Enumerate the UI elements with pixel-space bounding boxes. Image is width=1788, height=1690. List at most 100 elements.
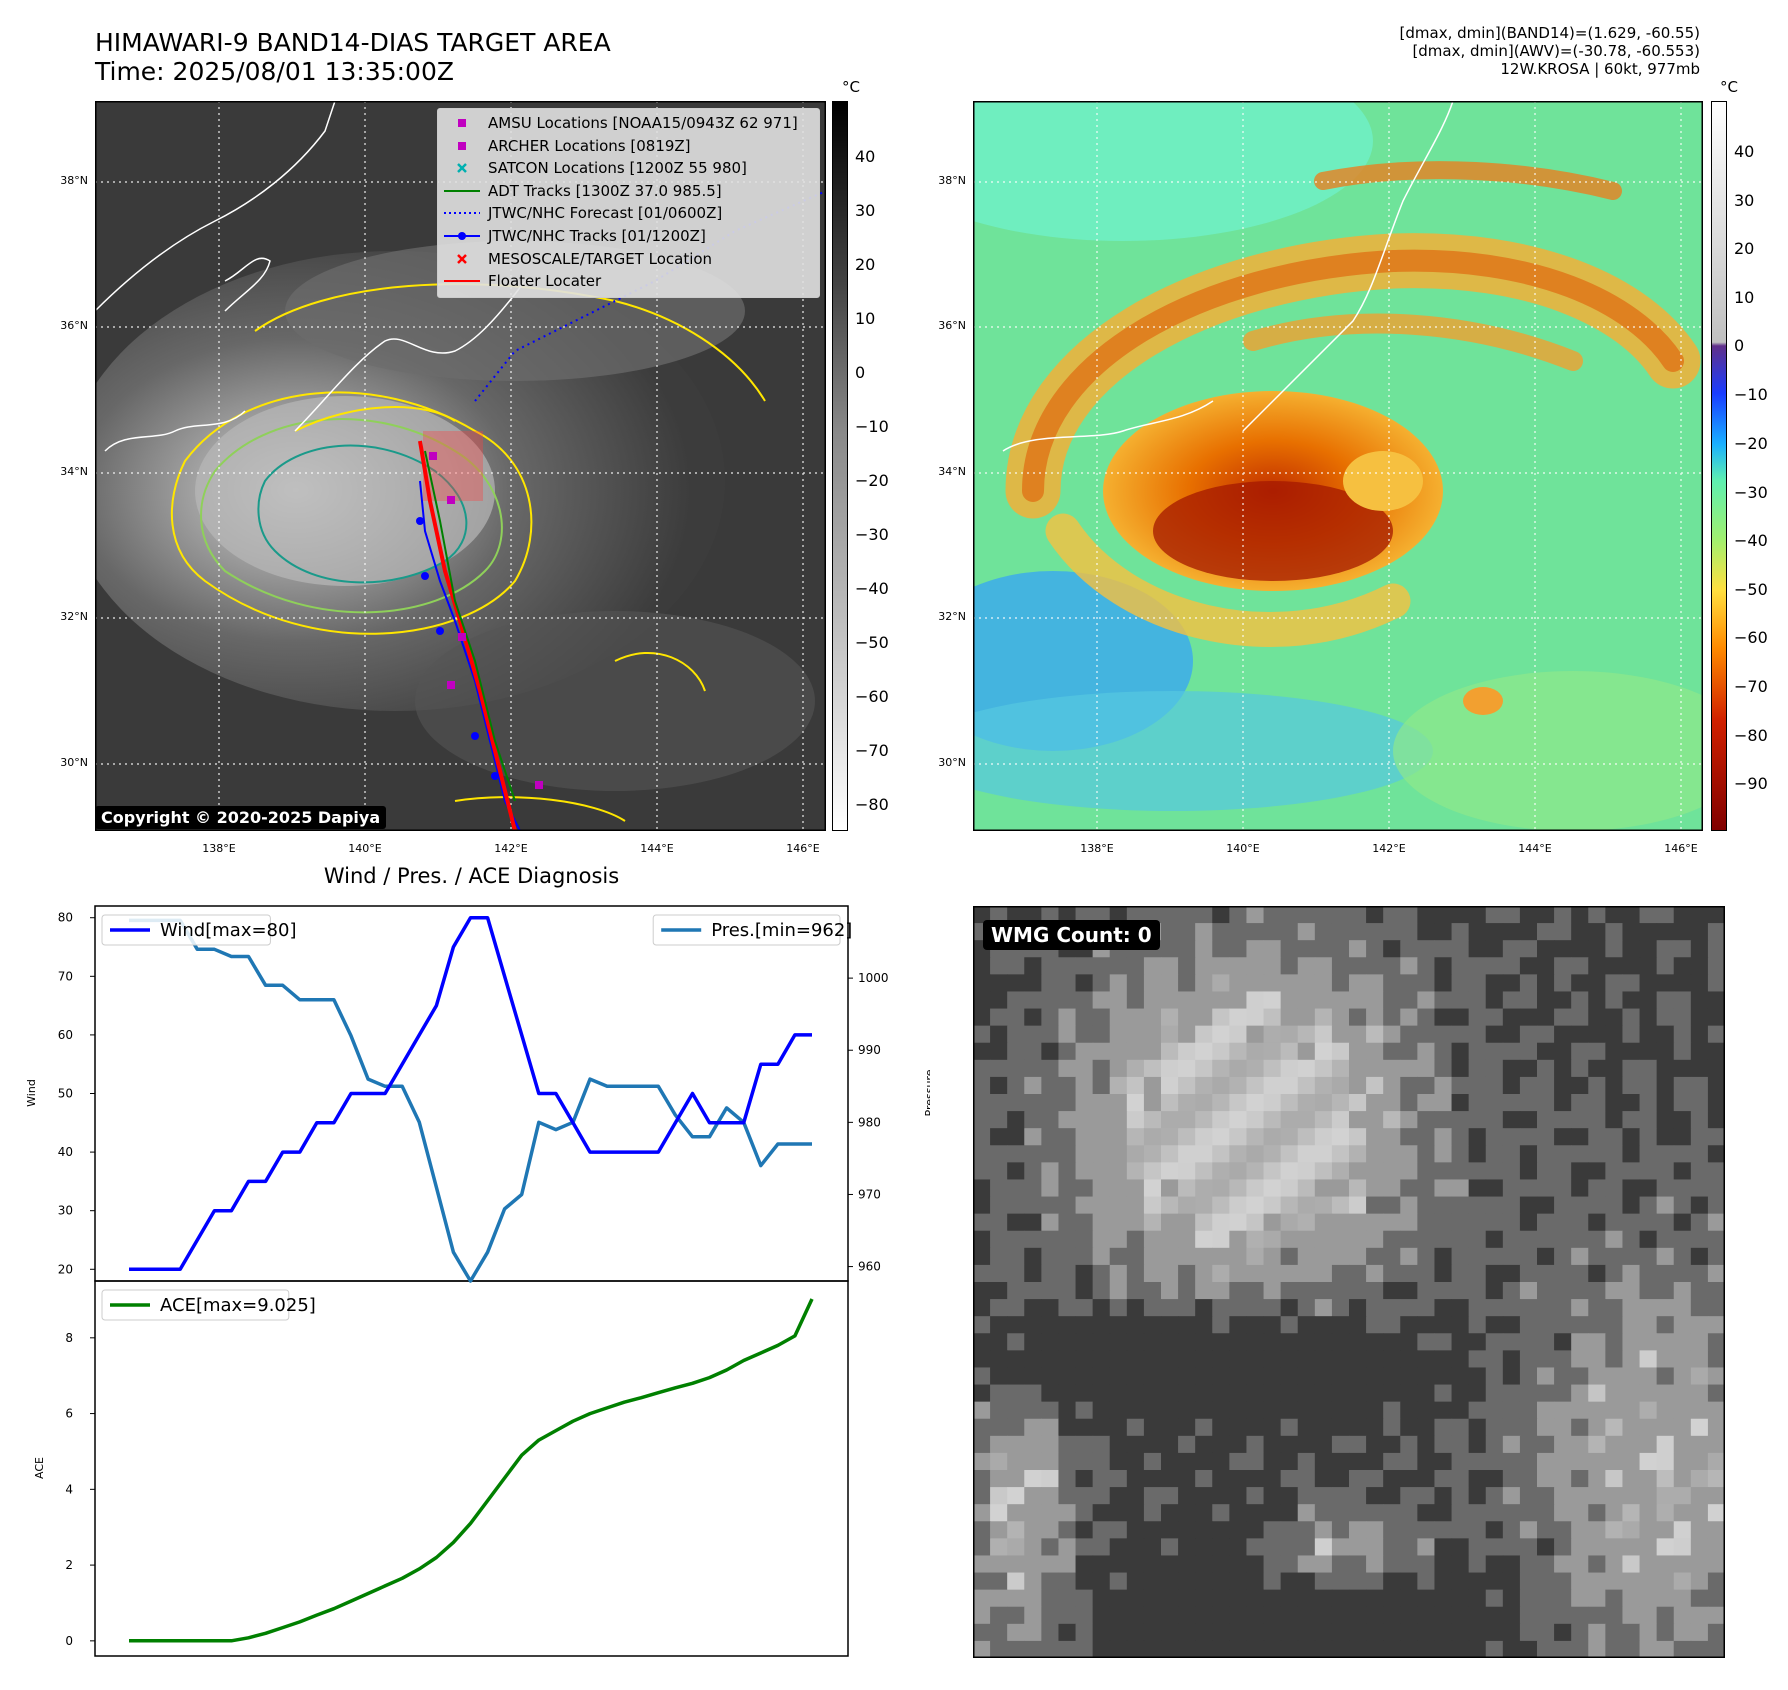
wmg-cells bbox=[973, 906, 1725, 1658]
ace-axes-frame bbox=[94, 1280, 849, 1657]
lat-label: 38°N bbox=[938, 174, 966, 187]
colorbar2-tick: −40 bbox=[1734, 531, 1768, 550]
legend-label: Pres.[min=962] bbox=[711, 920, 852, 941]
colorbar2-tick: −50 bbox=[1734, 580, 1768, 599]
intensity-info: [dmax, dmin](BAND14)=(1.629, -60.55) [dm… bbox=[1400, 24, 1700, 78]
pressure-tick-label: 970 bbox=[858, 1187, 881, 1201]
figure-title: HIMAWARI-9 BAND14-DIAS TARGET AREA Time:… bbox=[95, 28, 611, 86]
legend-symbol-icon bbox=[444, 189, 480, 192]
colorbar1-tick: −40 bbox=[855, 579, 889, 598]
colorbar2-tick: −20 bbox=[1734, 434, 1768, 453]
legend-label: SATCON Locations [1200Z 55 980] bbox=[488, 159, 747, 178]
lat-label: 30°N bbox=[938, 756, 966, 769]
legend-label: JTWC/NHC Tracks [01/1200Z] bbox=[488, 227, 706, 245]
colorbar2-tick: 30 bbox=[1734, 191, 1755, 210]
colorbar1-tick: 10 bbox=[855, 309, 876, 328]
lon-label: 140°E bbox=[348, 842, 382, 855]
wmg-count-badge: WMG Count: 0 bbox=[983, 920, 1160, 950]
legend-label: MESOSCALE/TARGET Location bbox=[488, 249, 713, 268]
colorbar2-tick: −10 bbox=[1734, 385, 1768, 404]
wind-tick-label: 20 bbox=[58, 1262, 73, 1276]
colorbar2-tick: 0 bbox=[1734, 336, 1745, 355]
legend-entry: JTWC/NHC Forecast [01/0600Z] bbox=[438, 202, 819, 224]
legend-entry: AMSU Locations [NOAA15/0943Z 62 971] bbox=[438, 112, 819, 134]
colorbar2-tick: 20 bbox=[1734, 239, 1755, 258]
lat-label: 36°N bbox=[60, 319, 88, 332]
legend-entry: ARCHER Locations [0819Z] bbox=[438, 135, 819, 157]
lon-label: 144°E bbox=[1518, 842, 1552, 855]
colorbar2-tick: −90 bbox=[1734, 774, 1768, 793]
map-legend: AMSU Locations [NOAA15/0943Z 62 971] ARCH… bbox=[437, 108, 820, 298]
legend-label: Wind[max=80] bbox=[160, 920, 297, 941]
wind-legend: Wind[max=80] bbox=[101, 914, 297, 946]
colorbar1-tick: −80 bbox=[855, 795, 889, 814]
colorbar2-tick: −70 bbox=[1734, 677, 1768, 696]
lon-label: 142°E bbox=[1372, 842, 1406, 855]
colorbar2-tick: 40 bbox=[1734, 142, 1755, 161]
lat-label: 32°N bbox=[938, 610, 966, 623]
pressure-tick-label: 960 bbox=[858, 1260, 881, 1274]
diagnosis-chart: 20 30 40 50 60 70 80 960 970 980 990 1000 0 2 4 6 8 Wind P… bbox=[25, 905, 930, 1657]
legend-label: ARCHER Locations [0819Z] bbox=[488, 136, 691, 155]
wmg-grid-panel bbox=[973, 906, 1725, 1658]
legend-symbol-icon bbox=[444, 280, 480, 283]
colorbar1-tick: 0 bbox=[855, 363, 866, 382]
info-line-2: [dmax, dmin](AWV)=(-30.78, -60.553) bbox=[1412, 42, 1700, 60]
legend-entry: Floater Locater bbox=[438, 270, 819, 292]
wmg-count-text: WMG Count: 0 bbox=[991, 923, 1152, 947]
legend-frame bbox=[101, 1289, 290, 1321]
lon-label: 138°E bbox=[1080, 842, 1114, 855]
legend-entry: ADT Tracks [1300Z 37.0 985.5] bbox=[438, 180, 819, 202]
colorbar2-tick: −80 bbox=[1734, 726, 1768, 745]
colorbar1-tick: −60 bbox=[855, 687, 889, 706]
legend-symbol-icon bbox=[444, 212, 480, 215]
colorbar1-tick: 30 bbox=[855, 201, 876, 220]
wind-series-line bbox=[129, 915, 812, 1272]
colorbar1-unit: °C bbox=[842, 78, 860, 96]
ace-axis-label: ACE bbox=[33, 1457, 46, 1479]
pressure-tick-label: 980 bbox=[858, 1115, 881, 1129]
ace-legend: ACE[max=9.025] bbox=[101, 1289, 316, 1321]
copyright-text: Copyright © 2020-2025 Dapiya bbox=[101, 808, 381, 827]
lon-label: 138°E bbox=[202, 842, 236, 855]
lon-label: 142°E bbox=[494, 842, 528, 855]
legend-frame bbox=[101, 914, 271, 946]
lon-label: 144°E bbox=[640, 842, 674, 855]
lon-label: 140°E bbox=[1226, 842, 1260, 855]
legend-label: AMSU Locations [NOAA15/0943Z 62 971] bbox=[488, 114, 798, 132]
pressure-tick-label: 990 bbox=[858, 1043, 881, 1057]
title-line-2: Time: 2025/08/01 13:35:00Z bbox=[95, 57, 454, 86]
title-line-1: HIMAWARI-9 BAND14-DIAS TARGET AREA bbox=[95, 28, 611, 57]
wind-tick-label: 40 bbox=[58, 1145, 73, 1159]
wind-tick-label: 30 bbox=[58, 1204, 73, 1218]
legend-symbol-icon bbox=[444, 232, 480, 240]
ace-tick-label: 4 bbox=[65, 1482, 73, 1496]
legend-symbol-icon bbox=[457, 253, 467, 264]
ace-series-line bbox=[129, 1298, 814, 1643]
wind-tick-label: 80 bbox=[58, 911, 73, 925]
pressure-legend: Pres.[min=962] bbox=[652, 914, 852, 946]
pressure-series-line bbox=[129, 918, 812, 1283]
lon-label: 146°E bbox=[786, 842, 820, 855]
lat-label: 38°N bbox=[60, 174, 88, 187]
wind-tick-label: 60 bbox=[58, 1028, 73, 1042]
awv-map-panel bbox=[973, 101, 1703, 831]
colorbar2 bbox=[1711, 101, 1727, 831]
wind-tick-label: 50 bbox=[58, 1087, 73, 1101]
wind-axis-label: Wind bbox=[25, 1079, 38, 1107]
colorbar1-tick: 20 bbox=[855, 255, 876, 274]
lat-label: 32°N bbox=[60, 610, 88, 623]
lat-label: 36°N bbox=[938, 319, 966, 332]
colorbar1-tick: −50 bbox=[855, 633, 889, 652]
ace-tick-label: 8 bbox=[65, 1331, 73, 1345]
lon-label: 146°E bbox=[1664, 842, 1698, 855]
info-line-3: 12W.KROSA | 60kt, 977mb bbox=[1500, 60, 1700, 78]
legend-entry: JTWC/NHC Tracks [01/1200Z] bbox=[438, 225, 819, 247]
legend-symbol-icon bbox=[457, 163, 467, 174]
colorbar2-unit: °C bbox=[1720, 78, 1738, 96]
colorbar1-tick: −20 bbox=[855, 471, 889, 490]
legend-entry: MESOSCALE/TARGET Location bbox=[438, 248, 819, 270]
lat-label: 34°N bbox=[60, 465, 88, 478]
colorbar2-tick: 10 bbox=[1734, 288, 1755, 307]
diagnosis-title: Wind / Pres. / ACE Diagnosis bbox=[323, 864, 620, 888]
